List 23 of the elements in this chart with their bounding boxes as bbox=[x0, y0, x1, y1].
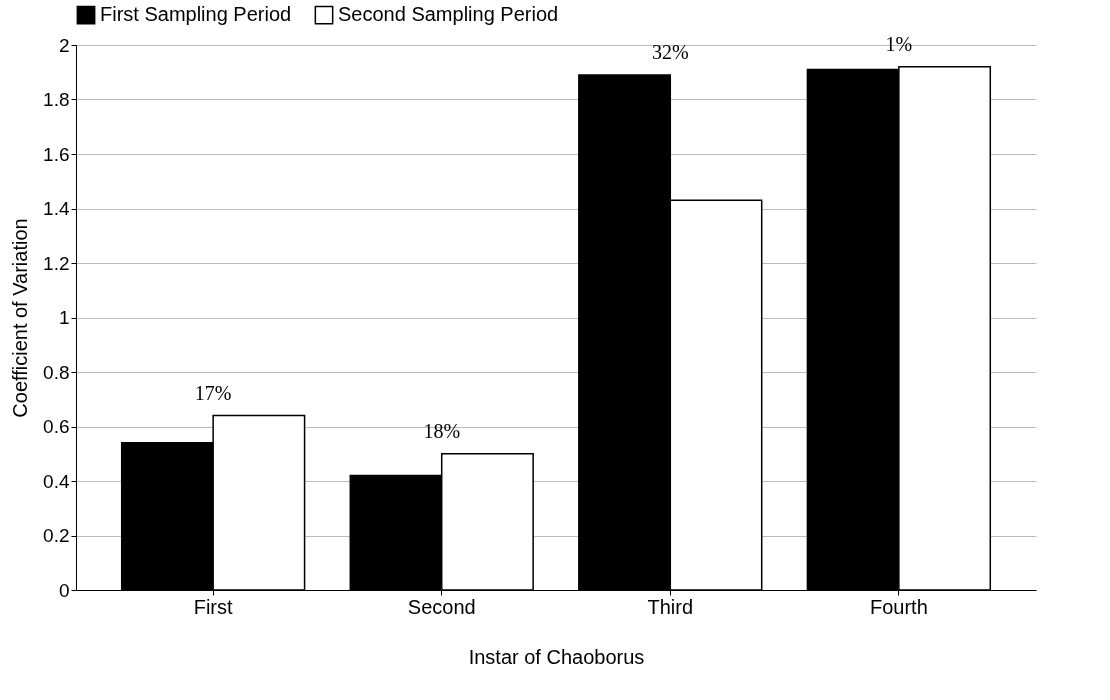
y-tick-label: 0.6 bbox=[43, 416, 70, 437]
y-tick-label: 1.2 bbox=[43, 252, 70, 274]
x-tick-label: First bbox=[193, 595, 234, 618]
y-tick-label: 1.8 bbox=[43, 89, 70, 110]
y-tick-label: 0 bbox=[58, 579, 70, 601]
y-tick-label: 1.6 bbox=[43, 143, 70, 165]
y-tick-label: 0.4 bbox=[43, 470, 70, 492]
annotation: 1% bbox=[885, 32, 913, 55]
y-tick-label: 1 bbox=[58, 307, 70, 328]
annotation: 32% bbox=[651, 40, 689, 63]
x-axis-title: Instar of Chaoborus bbox=[468, 645, 645, 668]
y-tick-label: 2 bbox=[58, 34, 70, 56]
y-tick-label: 0.8 bbox=[43, 361, 70, 383]
legend-label: Second Sampling Period bbox=[338, 3, 559, 26]
x-tick-label: Fourth bbox=[869, 595, 928, 618]
x-tick-label: Second bbox=[407, 595, 476, 618]
y-tick-label: 1.4 bbox=[43, 198, 70, 219]
y-tick-label: 0.2 bbox=[43, 525, 70, 546]
annotation: 17% bbox=[194, 381, 232, 404]
x-tick-label: Third bbox=[647, 595, 694, 618]
annotation: 18% bbox=[423, 419, 461, 442]
y-axis-title: Coefficient of Variation bbox=[9, 218, 32, 418]
legend-label: First Sampling Period bbox=[100, 3, 292, 26]
